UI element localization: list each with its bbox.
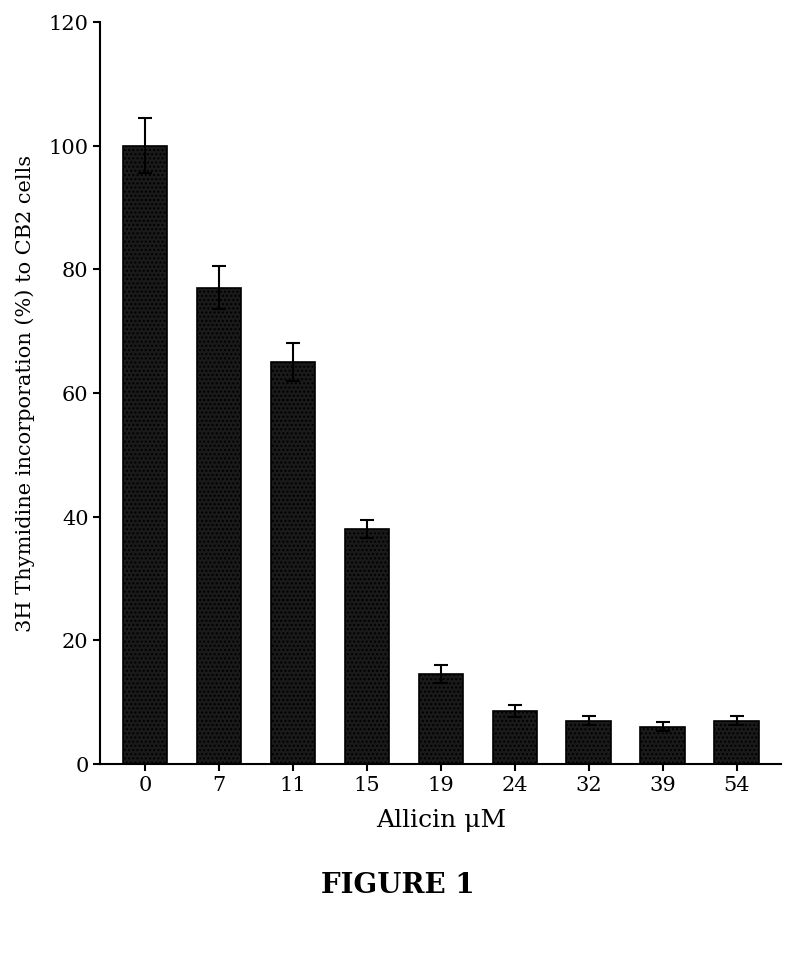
- Bar: [345, 529, 389, 764]
- Y-axis label: 3H Thymidine incorporation (%) to CB2 cells: 3H Thymidine incorporation (%) to CB2 ce…: [15, 155, 35, 632]
- Bar: [123, 146, 167, 764]
- Bar: [641, 727, 685, 764]
- Bar: [567, 721, 611, 764]
- Bar: [419, 674, 463, 764]
- Bar: [271, 363, 315, 764]
- Bar: [197, 289, 241, 764]
- X-axis label: Allicin μM: Allicin μM: [376, 809, 505, 831]
- Bar: [493, 711, 537, 764]
- Bar: [715, 721, 759, 764]
- Text: FIGURE 1: FIGURE 1: [322, 872, 474, 899]
